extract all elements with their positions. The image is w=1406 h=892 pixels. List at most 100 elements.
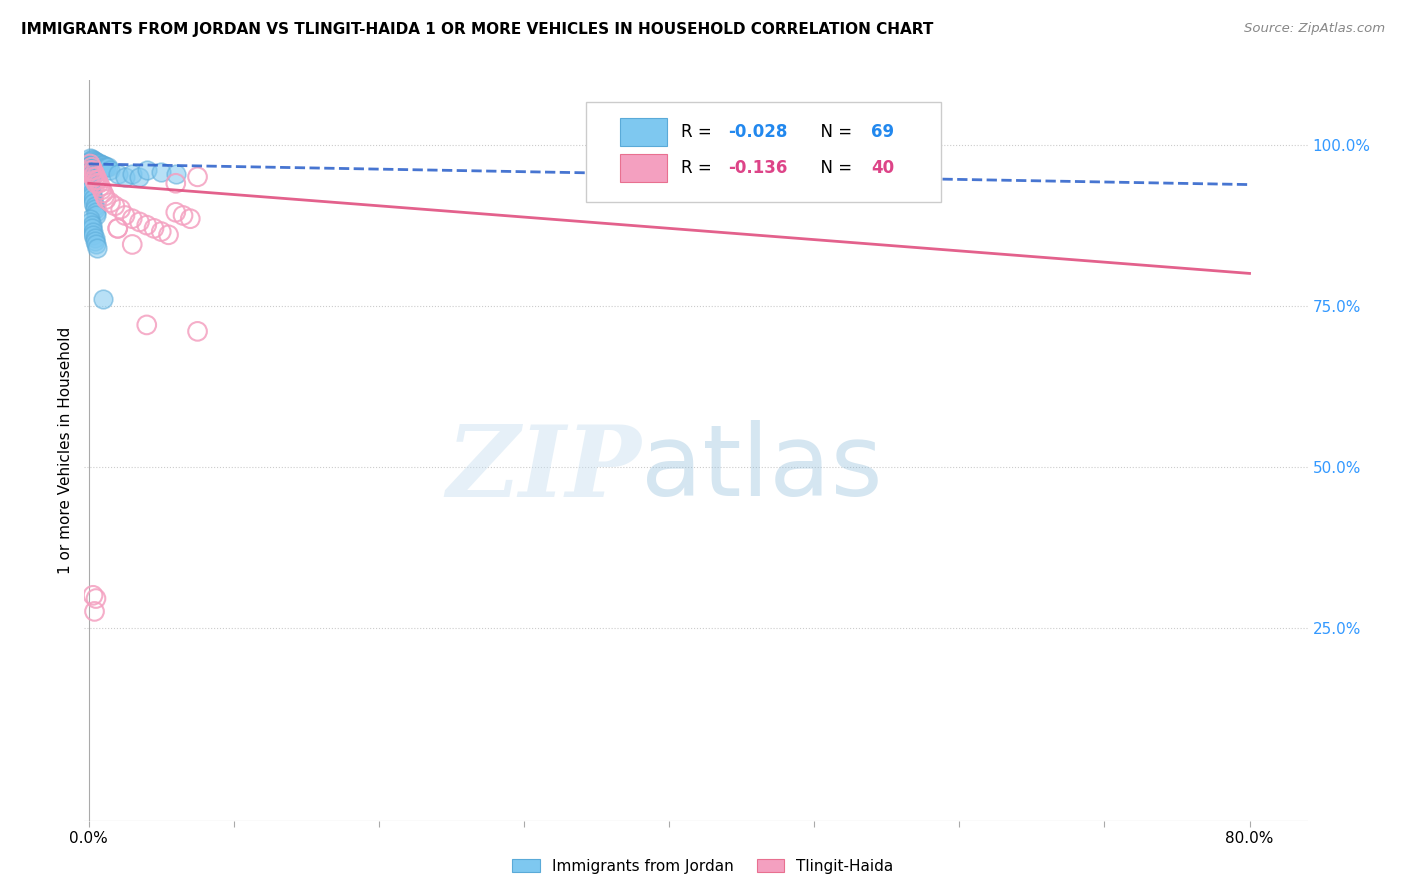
Point: [83, 231, 105, 245]
Point: [79, 173, 101, 187]
Point: [83, 164, 105, 178]
Point: [80, 189, 103, 203]
FancyBboxPatch shape: [586, 103, 941, 202]
Point: [84, 205, 107, 219]
Point: [82, 162, 104, 177]
Point: [86, 155, 108, 169]
Point: [121, 167, 143, 181]
Point: [79, 157, 101, 171]
Point: [82, 153, 104, 167]
Point: [135, 163, 157, 178]
Point: [82, 227, 104, 242]
Point: [91, 292, 114, 306]
Point: [82, 588, 104, 602]
Point: [186, 324, 208, 338]
Text: IMMIGRANTS FROM JORDAN VS TLINGIT-HAIDA 1 OR MORE VEHICLES IN HOUSEHOLD CORRELAT: IMMIGRANTS FROM JORDAN VS TLINGIT-HAIDA …: [21, 22, 934, 37]
Point: [83, 234, 105, 248]
Point: [79, 211, 101, 226]
Point: [128, 215, 150, 229]
Point: [107, 221, 129, 235]
Point: [150, 225, 173, 239]
Point: [82, 225, 104, 239]
Point: [86, 159, 108, 173]
Point: [82, 166, 104, 180]
Point: [80, 155, 103, 169]
Point: [86, 173, 108, 187]
Point: [79, 176, 101, 190]
Point: [157, 227, 180, 242]
Point: [90, 183, 112, 197]
Point: [143, 221, 166, 235]
Point: [89, 157, 111, 171]
Point: [90, 158, 112, 172]
Point: [83, 158, 105, 172]
Point: [84, 161, 107, 176]
Point: [83, 202, 105, 216]
Point: [107, 167, 129, 181]
Text: N =: N =: [810, 159, 858, 177]
Point: [82, 193, 104, 207]
Point: [94, 160, 117, 174]
Point: [79, 183, 101, 197]
Point: [79, 163, 101, 178]
Text: -0.028: -0.028: [728, 123, 787, 141]
Point: [150, 164, 173, 178]
Point: [179, 211, 201, 226]
Point: [84, 237, 107, 252]
Point: [83, 154, 105, 169]
Text: 69: 69: [870, 123, 894, 141]
Point: [79, 160, 101, 174]
Point: [84, 169, 107, 184]
Point: [186, 169, 208, 184]
Point: [82, 156, 104, 170]
Point: [80, 167, 103, 181]
Point: [121, 211, 143, 226]
Point: [83, 173, 105, 187]
Point: [79, 167, 101, 181]
Point: [91, 186, 114, 200]
Point: [91, 158, 114, 172]
Text: N =: N =: [810, 123, 858, 141]
Point: [84, 155, 107, 169]
Legend: Immigrants from Jordan, Tlingit-Haida: Immigrants from Jordan, Tlingit-Haida: [506, 853, 900, 880]
Point: [107, 221, 129, 235]
Point: [83, 604, 105, 618]
Point: [80, 218, 103, 232]
Point: [79, 153, 101, 168]
Point: [79, 215, 101, 229]
Text: ZIP: ZIP: [446, 421, 641, 517]
Point: [84, 209, 107, 223]
Point: [91, 161, 114, 176]
Point: [84, 176, 107, 190]
Point: [84, 164, 107, 178]
Point: [172, 209, 194, 223]
Point: [80, 169, 103, 183]
Point: [114, 209, 136, 223]
Point: [165, 176, 187, 190]
Point: [80, 164, 103, 178]
Point: [100, 163, 122, 178]
Point: [94, 193, 117, 207]
Point: [93, 189, 115, 203]
Point: [135, 218, 157, 232]
Point: [128, 169, 150, 184]
Point: [79, 163, 101, 178]
Bar: [620, 153, 666, 182]
Bar: [620, 118, 666, 146]
Text: R =: R =: [682, 123, 717, 141]
Point: [80, 186, 103, 200]
Text: R =: R =: [682, 159, 717, 177]
Point: [100, 195, 122, 210]
Point: [104, 199, 127, 213]
Text: -0.136: -0.136: [728, 159, 787, 177]
Point: [86, 241, 108, 255]
Point: [121, 237, 143, 252]
Point: [83, 167, 105, 181]
Point: [82, 169, 104, 184]
Point: [84, 158, 107, 172]
Point: [87, 156, 110, 170]
Point: [82, 160, 104, 174]
Point: [79, 179, 101, 194]
Point: [83, 161, 105, 175]
Point: [135, 318, 157, 332]
